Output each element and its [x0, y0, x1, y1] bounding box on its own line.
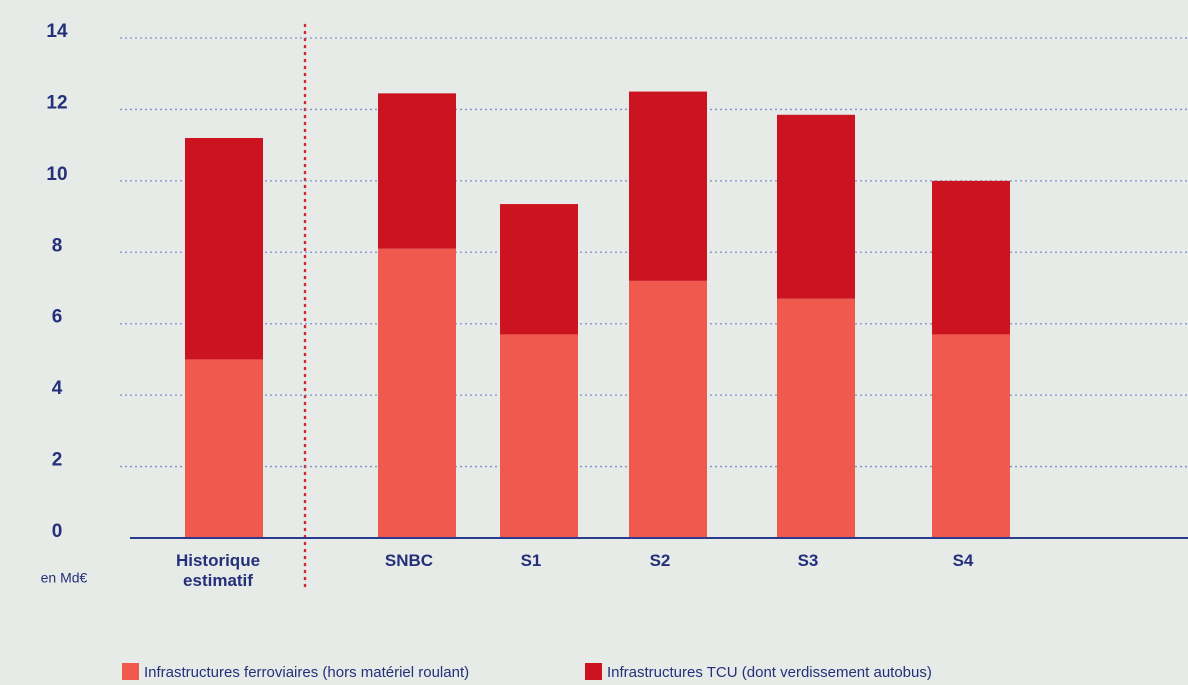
bar-segment: [185, 359, 263, 538]
x-tick-label: S2: [649, 551, 671, 570]
x-tick-label: Historique estimatif: [175, 551, 261, 590]
bar-segment: [932, 334, 1010, 538]
y-tick-label: 0: [52, 521, 63, 542]
bar-segment: [777, 114, 855, 299]
legend-label: Infrastructures ferroviaires (hors matér…: [144, 664, 469, 681]
y-tick-label: 4: [52, 378, 63, 399]
legend-label: Infrastructures TCU (dont verdissement a…: [607, 664, 932, 681]
y-tick-label: 8: [52, 235, 63, 256]
bar-segment: [500, 204, 578, 335]
x-tick-label: S3: [797, 551, 819, 570]
y-tick-label: 12: [46, 92, 67, 113]
x-tick-label: S1: [520, 551, 542, 570]
bar-segment: [500, 334, 578, 538]
legend-swatch: [585, 663, 602, 680]
bar-segment: [932, 180, 1010, 335]
bar-segment: [185, 138, 263, 360]
bar-segment: [629, 280, 707, 538]
y-tick-label: 14: [46, 21, 68, 42]
bar-segment: [629, 91, 707, 281]
y-axis-label: en Md€: [41, 570, 88, 586]
bar-segment: [777, 298, 855, 538]
y-tick-label: 10: [46, 164, 67, 185]
y-tick-label: 2: [52, 450, 63, 471]
y-tick-label: 6: [52, 307, 63, 328]
x-tick-label: SNBC: [384, 551, 434, 570]
x-tick-label: S4: [952, 551, 974, 570]
legend-swatch: [122, 663, 139, 680]
bar-segment: [378, 248, 456, 538]
bar-segment: [378, 93, 456, 249]
